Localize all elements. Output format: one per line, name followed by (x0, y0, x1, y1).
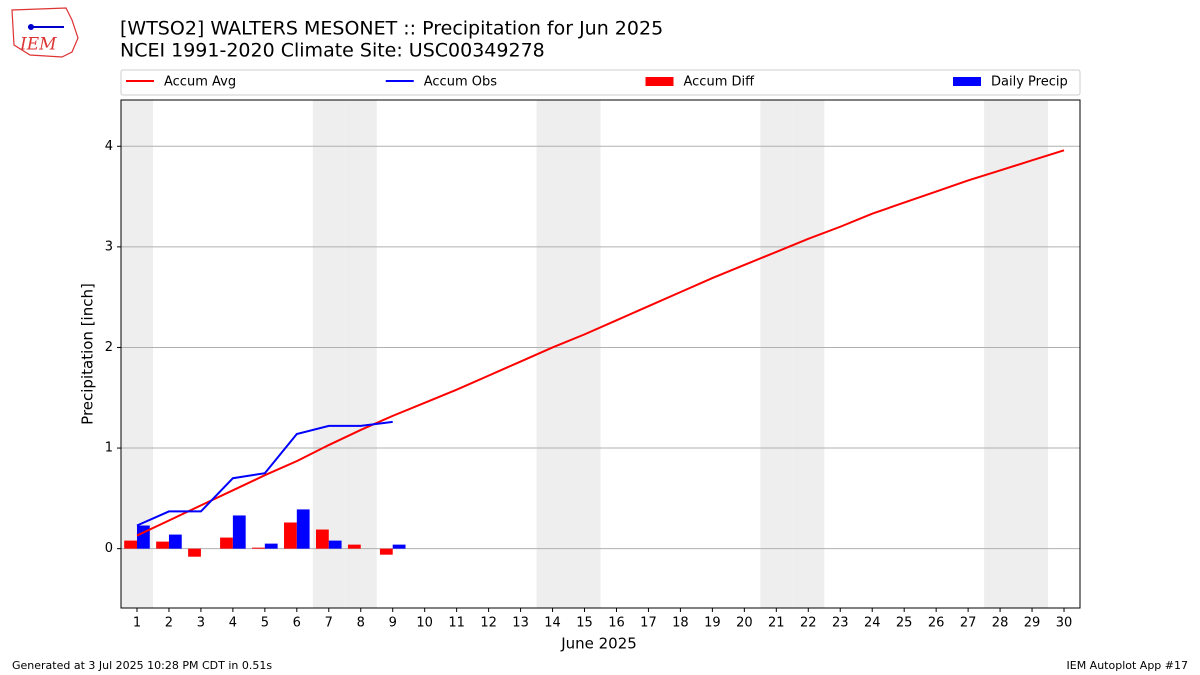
weekend-shade (760, 100, 793, 608)
bar (124, 540, 137, 549)
bar (220, 537, 233, 549)
logo: IEM (11, 7, 79, 58)
chart-title: [WTSO2] WALTERS MESONET :: Precipitation… (120, 18, 663, 40)
x-tick-label: 11 (448, 616, 465, 631)
x-tick-label: 22 (800, 616, 817, 631)
x-tick-label: 2 (165, 616, 173, 631)
x-tick-label: 5 (261, 616, 269, 631)
weekend-shade (792, 100, 825, 608)
x-tick-label: 1 (133, 616, 141, 631)
logo-text: IEM (19, 35, 57, 55)
logo-dot (28, 24, 34, 30)
x-tick-label: 7 (325, 616, 333, 631)
bar (252, 547, 265, 549)
x-tick-label: 27 (960, 616, 977, 631)
bar (392, 544, 406, 549)
x-tick-label: 25 (896, 616, 913, 631)
legend (120, 69, 1081, 96)
weekend-shade (1016, 100, 1049, 608)
bar (168, 534, 182, 549)
x-tick-label: 16 (608, 616, 625, 631)
x-tick-label: 26 (928, 616, 945, 631)
weekend-shade (121, 100, 153, 608)
x-tick-label: 23 (832, 616, 849, 631)
weekend-shade (344, 100, 377, 608)
x-tick-label: 10 (416, 616, 433, 631)
bar (328, 540, 342, 549)
x-tick-label: 4 (229, 616, 237, 631)
legend-label: Accum Obs (424, 75, 497, 90)
x-tick-label: 28 (992, 616, 1009, 631)
bar (315, 529, 329, 549)
logo-outline (11, 7, 79, 58)
bar (379, 548, 393, 555)
x-tick-label: 29 (1024, 616, 1041, 631)
weekend-shade (536, 100, 569, 608)
line (136, 149, 1065, 537)
x-tick-label: 6 (293, 616, 301, 631)
x-tick-label: 18 (672, 616, 689, 631)
x-tick-label: 13 (512, 616, 529, 631)
x-axis-label: June 2025 (560, 635, 637, 653)
bar (136, 525, 150, 549)
chart-subtitle: NCEI 1991-2020 Climate Site: USC00349278 (120, 40, 545, 62)
y-tick-label: 2 (105, 340, 113, 355)
y-tick-label: 4 (105, 139, 113, 154)
line (136, 420, 393, 527)
bar (296, 509, 310, 549)
weekend-shade (568, 100, 601, 608)
footer-left: Generated at 3 Jul 2025 10:28 PM CDT in … (12, 659, 272, 672)
weekend-shade (312, 100, 345, 608)
x-tick-label: 14 (544, 616, 561, 631)
y-axis-label: Precipitation [inch] (79, 283, 97, 425)
x-tick-label: 24 (864, 616, 881, 631)
bar (284, 522, 297, 549)
footer-right: IEM Autoplot App #17 (1067, 659, 1189, 672)
x-tick-label: 3 (197, 616, 205, 631)
x-tick-label: 12 (480, 616, 497, 631)
x-tick-label: 30 (1056, 616, 1073, 631)
plot-frame (120, 99, 1081, 609)
legend-label: Accum Avg (164, 75, 236, 90)
y-tick-label: 1 (105, 441, 113, 456)
x-tick-label: 17 (640, 616, 657, 631)
legend-label: Daily Precip (991, 75, 1068, 90)
x-tick-label: 9 (389, 616, 397, 631)
legend-swatch (953, 77, 981, 86)
bar (264, 543, 278, 549)
x-tick-label: 8 (357, 616, 365, 631)
bar (347, 544, 361, 549)
legend-swatch (645, 77, 674, 86)
x-tick-label: 20 (736, 616, 753, 631)
y-tick-label: 0 (105, 541, 113, 556)
weekend-shade (984, 100, 1017, 608)
legend-label: Accum Diff (684, 75, 756, 90)
bar (156, 541, 169, 549)
bar (232, 515, 246, 549)
x-tick-label: 21 (768, 616, 785, 631)
y-tick-label: 3 (105, 239, 113, 254)
x-tick-label: 15 (576, 616, 593, 631)
bar (188, 548, 201, 557)
x-tick-label: 19 (704, 616, 721, 631)
